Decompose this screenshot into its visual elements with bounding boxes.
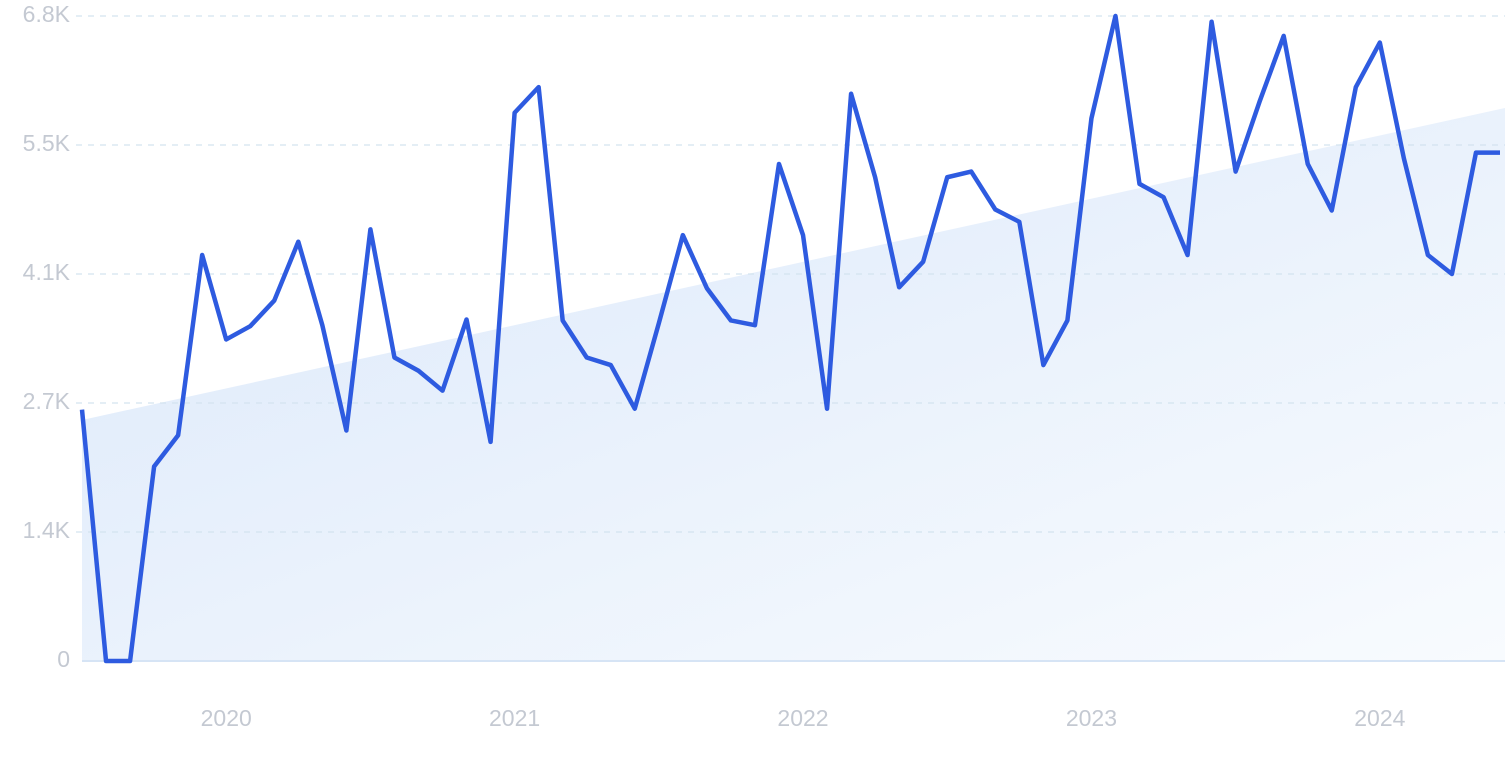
x-tick-label: 2022 xyxy=(777,705,828,731)
trend-area xyxy=(82,108,1505,661)
y-tick-label: 4.1K xyxy=(23,259,71,285)
y-tick-label: 6.8K xyxy=(23,1,71,27)
data-line xyxy=(79,13,1500,664)
x-tick-label: 2024 xyxy=(1354,705,1405,731)
y-tick-label: 1.4K xyxy=(23,517,71,543)
y-tick-label: 2.7K xyxy=(23,388,71,414)
x-tick-label: 2021 xyxy=(489,705,540,731)
x-tick-label: 2020 xyxy=(201,705,252,731)
y-tick-label: 5.5K xyxy=(23,130,71,156)
x-tick-label: 2023 xyxy=(1066,705,1117,731)
y-tick-label: 0 xyxy=(57,646,70,672)
